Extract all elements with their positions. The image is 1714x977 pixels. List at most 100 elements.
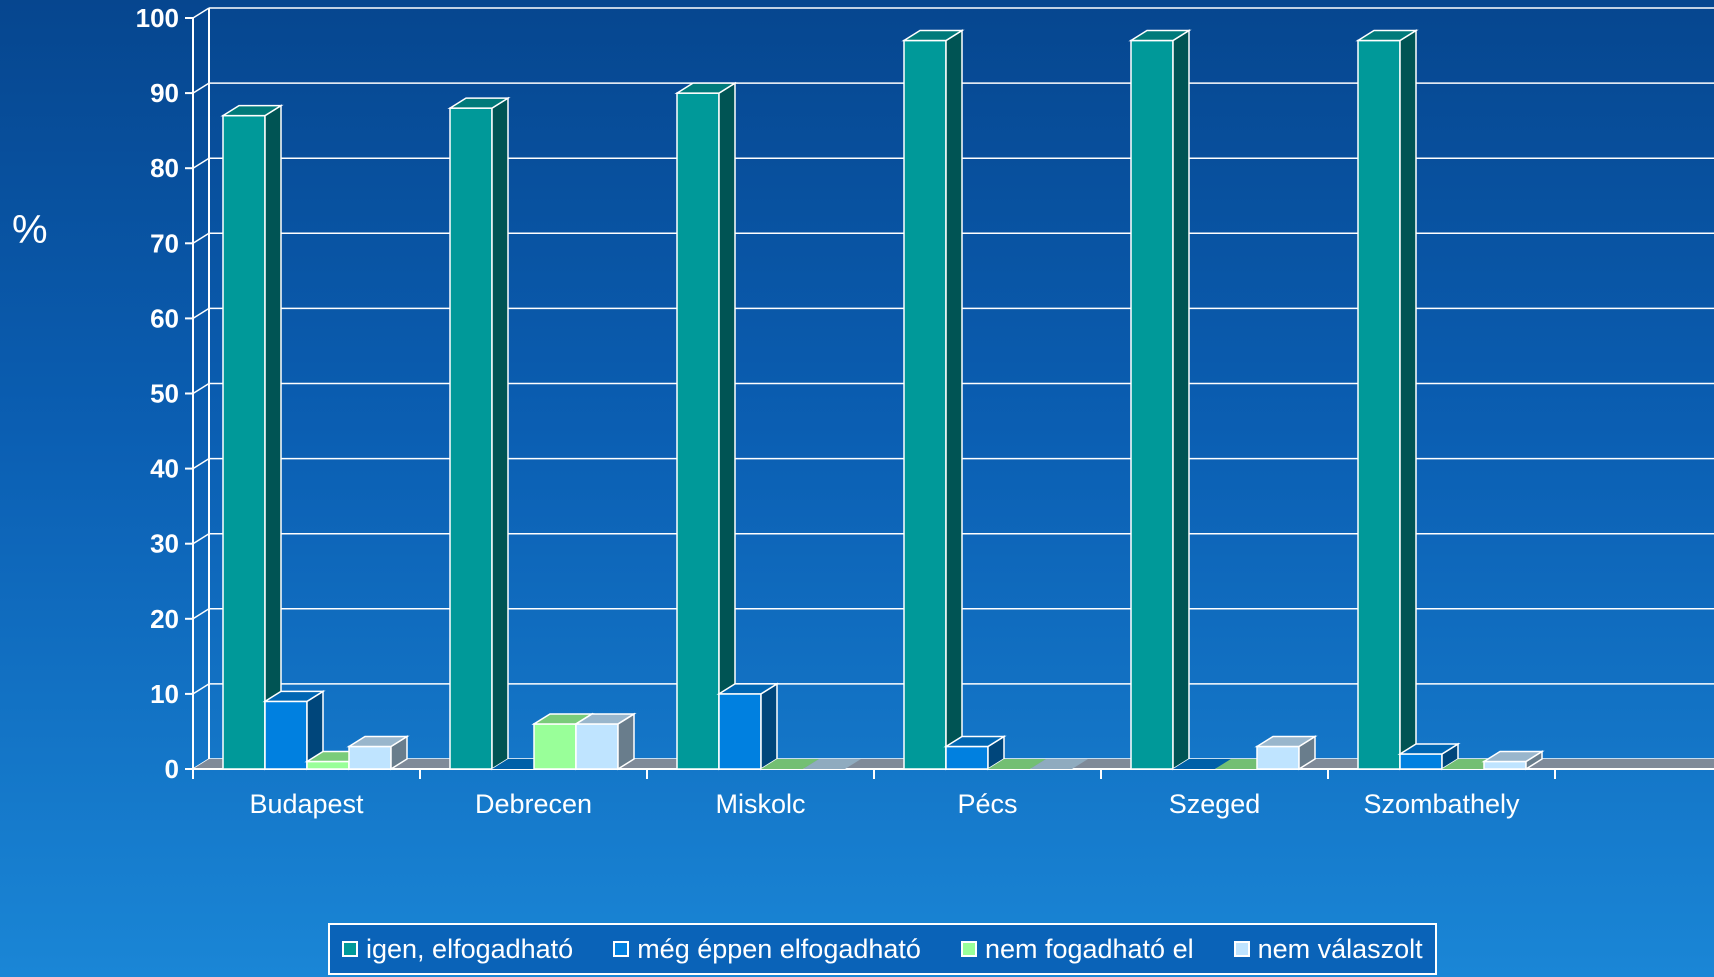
bar-top [1173,759,1231,769]
gridline-side [192,157,210,169]
legend-item: még éppen elfogadható [613,934,921,965]
bar [901,29,965,771]
bar-side [264,104,282,771]
gridline-side [192,608,210,620]
bar [1481,750,1545,771]
bar-front [1399,753,1443,770]
bar [943,735,1007,771]
y-tick-label: 50 [150,379,179,409]
bar-top [1128,29,1192,42]
bar [1128,29,1192,771]
y-tick-label: 100 [136,3,179,33]
bar-front [264,700,308,770]
bar-front [1483,760,1527,770]
gridline-side [192,457,210,470]
bar [262,690,326,771]
bar-front [306,760,350,770]
gridline-side [192,683,210,695]
bar-front [348,745,392,770]
y-tick-label: 20 [150,604,179,634]
gridline-side [192,7,210,19]
x-tick-label: Pécs [957,789,1017,819]
bar-side [1399,29,1417,771]
y-tick-label: 80 [150,153,179,183]
bar-front [575,723,619,770]
y-tick-label: 90 [150,78,179,108]
legend-swatch [342,941,358,957]
bar-front [533,723,577,770]
bar [1254,735,1318,771]
bar-front [903,39,947,770]
bar-top [1355,29,1419,42]
bar-front [718,693,762,770]
legend-swatch [1233,941,1250,957]
legend-swatch [960,941,977,957]
bar [803,759,861,769]
gridline-side [192,82,210,94]
bar-front [1130,39,1174,770]
gridline-side [192,307,210,320]
x-tick-label: Miskolc [715,789,805,819]
bar-side [1172,29,1190,771]
legend-swatch [613,941,630,957]
bar-front [676,92,720,770]
bar [1397,742,1461,771]
gridline-side [192,382,210,395]
bar-top [1481,750,1545,763]
bar [447,96,511,771]
bar [716,682,780,771]
bar [988,759,1046,769]
bar-top [573,713,637,725]
y-tick-label: 70 [150,228,179,258]
bar [220,104,284,771]
bar [1030,759,1088,769]
x-tick-label: Debrecen [475,789,592,819]
legend-item: nem fogadható el [960,933,1194,965]
legend-label: nem fogadható el [984,933,1194,964]
bar-top [988,759,1046,769]
legend-label: igen, elfogadható [366,933,574,964]
bar-side [491,96,509,771]
bar-top [262,690,326,703]
x-tick-label: Szombathely [1363,789,1520,819]
x-tick-label: Szeged [1169,789,1261,819]
bar-side [718,81,736,771]
y-axis-label: % [12,208,48,252]
bar-top [220,104,284,117]
legend-label: nem válaszolt [1257,933,1423,964]
bar-top [674,82,738,94]
bar-top [803,759,861,769]
bar [674,81,738,771]
bar [346,735,410,771]
bar-top [1397,743,1461,755]
y-tick-label: 30 [150,529,179,559]
gridline-side [192,533,210,545]
y-tick-label: 0 [165,754,179,784]
bar-front [449,107,493,770]
bar-top [447,97,511,109]
bar-side [945,29,963,771]
bar-top [901,29,965,42]
bar-front [1357,39,1401,770]
gridline-side [192,232,210,244]
bar-top [346,735,410,748]
bar [761,759,819,769]
labels-layer: 0 10 20 30 40 50 60 70 80 90 100 Budapest Debrecen Mi… [136,3,1520,819]
y-tick-label: 60 [150,303,179,333]
bar [1173,759,1231,769]
y-tick-label: 10 [150,679,179,709]
bar-top [716,683,780,695]
legend-item: igen, elfogadható [342,934,573,965]
bar [1355,29,1419,771]
bar-front [1256,745,1300,770]
y-tick-label: 40 [150,454,179,484]
bar-top [1254,735,1318,748]
bar-front [945,745,989,770]
bar-front [222,114,266,770]
bar-top [1030,759,1088,769]
bar-top [761,759,819,769]
bar-side [760,682,778,771]
bar-top [943,735,1007,748]
legend-label: még éppen elfogadható [637,933,921,964]
